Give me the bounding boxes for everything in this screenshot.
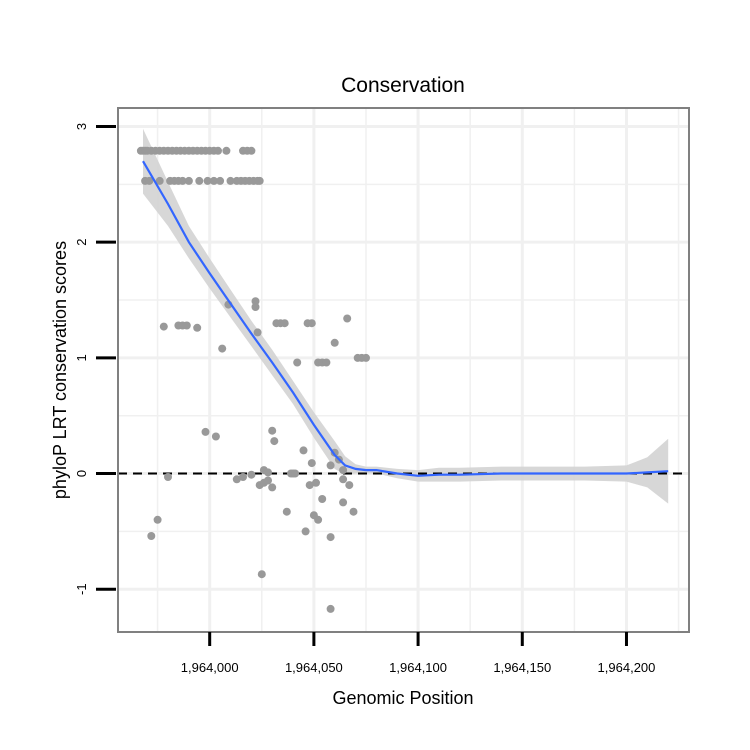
data-point	[226, 176, 235, 185]
data-point	[159, 322, 168, 331]
smooth-line	[142, 160, 669, 477]
y-axis-tick-label: 2	[74, 239, 89, 246]
data-point	[201, 427, 210, 436]
data-point	[184, 176, 193, 185]
scatter-points-layer	[136, 146, 370, 613]
data-point	[307, 319, 316, 328]
data-point	[326, 604, 335, 613]
data-point	[268, 426, 277, 435]
data-point	[209, 176, 218, 185]
panel-border	[117, 107, 690, 633]
data-point	[195, 176, 204, 185]
confidence-ribbon-layer	[143, 128, 669, 504]
data-point	[322, 358, 331, 367]
data-point	[362, 353, 370, 362]
data-point	[193, 323, 202, 332]
data-point	[147, 532, 156, 540]
data-point	[164, 473, 172, 481]
data-point	[251, 303, 260, 311]
data-point	[218, 344, 227, 353]
data-point	[301, 527, 310, 536]
confidence-ribbon	[143, 128, 669, 504]
data-point	[305, 481, 314, 490]
smooth-line-layer	[142, 160, 669, 477]
y-axis-title: phyloP LRT conservation scores	[50, 241, 70, 499]
data-point	[293, 358, 302, 367]
data-point	[255, 176, 264, 185]
data-point	[291, 469, 300, 478]
data-point	[345, 481, 354, 490]
data-point	[282, 507, 291, 516]
y-axis-tick-label: 1	[74, 354, 89, 361]
data-point	[247, 146, 256, 155]
data-point	[251, 297, 260, 306]
x-axis-title: Genomic Position	[332, 688, 473, 708]
x-axis-tick-label: 1,964,150	[493, 660, 551, 675]
data-point	[153, 515, 162, 524]
data-point	[307, 459, 316, 468]
data-point	[343, 314, 352, 323]
data-point	[178, 176, 187, 185]
data-point	[349, 507, 358, 516]
data-point	[268, 483, 277, 492]
data-point	[232, 475, 241, 484]
x-axis-tick-label: 1,964,050	[285, 660, 343, 675]
data-point	[299, 446, 308, 455]
data-point	[264, 468, 272, 477]
data-point	[264, 476, 272, 485]
data-point	[145, 176, 154, 185]
data-point	[247, 470, 256, 479]
y-axis-tick-label: 3	[74, 123, 89, 130]
data-point	[239, 473, 247, 481]
data-point	[314, 515, 323, 524]
grid-layer	[118, 108, 689, 632]
y-axis: -1 0 1 2 3	[74, 123, 116, 595]
data-point	[339, 466, 348, 475]
x-axis-tick-label: 1,964,200	[598, 660, 656, 675]
x-axis-tick-label: 1,964,000	[181, 660, 239, 675]
data-point	[326, 461, 335, 470]
chart-title: Conservation	[341, 74, 465, 97]
y-axis-tick-label: 0	[74, 470, 89, 477]
data-point	[211, 432, 220, 441]
data-point	[326, 533, 335, 542]
x-axis-tick-label: 1,964,100	[389, 660, 447, 675]
data-point	[257, 570, 266, 579]
data-point	[182, 321, 191, 330]
data-point	[339, 498, 348, 507]
data-point	[222, 146, 231, 155]
y-axis-tick-label: -1	[74, 583, 89, 595]
data-point	[214, 146, 222, 155]
data-point	[330, 338, 339, 347]
data-point	[155, 176, 164, 185]
data-point	[339, 475, 348, 484]
data-point	[312, 478, 320, 487]
data-point	[270, 437, 279, 446]
x-axis: 1,964,000 1,964,050 1,964,100 1,964,150 1,96…	[181, 632, 656, 675]
data-point	[216, 176, 225, 185]
data-point	[318, 495, 327, 503]
data-point	[253, 328, 262, 337]
data-point	[280, 319, 289, 328]
data-point	[203, 176, 212, 185]
